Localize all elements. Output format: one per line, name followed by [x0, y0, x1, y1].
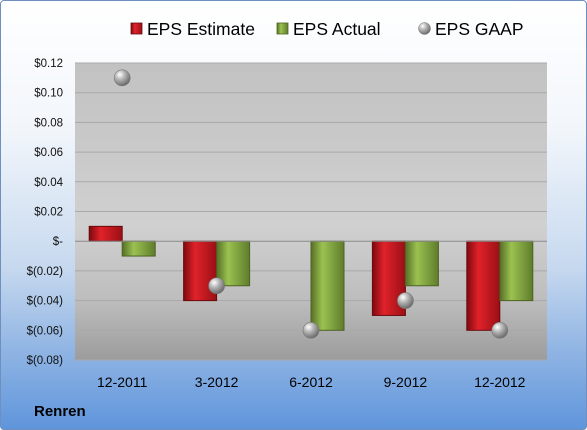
legend: EPS Estimate EPS Actual EPS GAAP	[130, 19, 524, 39]
y-tick-label: $0.12	[34, 58, 63, 70]
y-axis: $0.12 $0.10 $0.08 $0.06 $0.04 $0.02 $- $(0.02) $…	[27, 58, 64, 367]
gaap-point	[397, 292, 414, 309]
y-tick-label: $(0.06)	[27, 325, 64, 337]
legend-swatch	[418, 22, 431, 35]
y-tick-label: $0.06	[34, 147, 63, 159]
gaap-point	[491, 321, 509, 339]
bar-eps-actual	[310, 240, 345, 331]
y-tick-label: $(0.08)	[27, 355, 64, 367]
x-tick-label: 12-2012	[474, 374, 526, 390]
y-tick-label: $0.08	[34, 117, 63, 129]
x-tick-label: 9-2012	[384, 374, 428, 390]
bar-eps-actual	[121, 240, 156, 257]
y-tick-label: $0.02	[34, 207, 63, 219]
y-tick-label: $(0.02)	[27, 266, 64, 278]
x-tick-label: 6-2012	[289, 374, 333, 390]
gaap-point	[113, 69, 131, 87]
company-label: Renren	[34, 403, 86, 420]
legend-item: EPS GAAP	[418, 19, 524, 39]
y-tick-label: $0.04	[34, 177, 63, 189]
gaap-point	[208, 277, 225, 295]
x-tick-label: 12-2011	[97, 374, 148, 390]
gaap-point	[302, 321, 320, 339]
bar-eps-actual	[404, 240, 439, 287]
legend-label: EPS Actual	[293, 19, 381, 39]
legend-label: EPS Estimate	[147, 19, 255, 39]
x-tick-label: 3-2012	[195, 374, 239, 390]
gaap-points	[113, 69, 509, 339]
bar-eps-estimate	[466, 240, 501, 331]
legend-item: EPS Actual	[276, 19, 381, 39]
x-axis: 12-2011 3-2012 6-2012 9-2012 12-2012	[97, 374, 526, 390]
legend-item: EPS Estimate	[130, 19, 255, 39]
legend-swatch	[130, 22, 143, 35]
bar-eps-actual	[216, 240, 251, 287]
legend-swatch	[276, 22, 289, 35]
y-tick-label: $-	[53, 236, 63, 248]
bar-eps-estimate	[88, 225, 123, 242]
y-tick-label: $0.10	[34, 88, 63, 100]
legend-label: EPS GAAP	[435, 19, 524, 39]
bar-eps-actual	[499, 240, 534, 302]
y-tick-label: $(0.04)	[27, 296, 64, 308]
